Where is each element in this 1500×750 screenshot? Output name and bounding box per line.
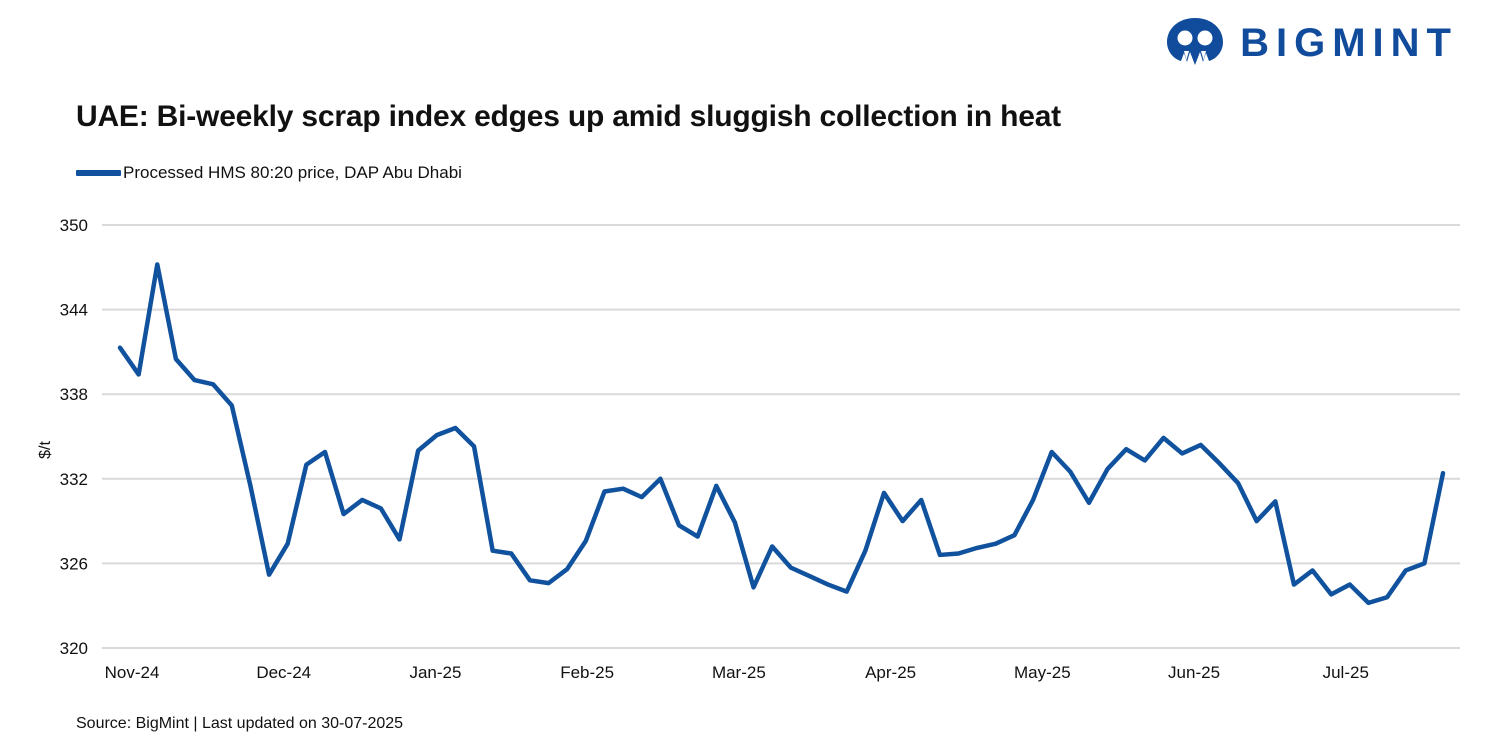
x-tick-label: Feb-25 <box>560 663 614 682</box>
y-tick-label: 326 <box>60 554 88 573</box>
x-tick-label: Apr-25 <box>865 663 916 682</box>
y-axis-tick-labels: 320 326 332 338 344 350 <box>60 216 88 658</box>
y-tick-label: 344 <box>60 301 88 320</box>
series-line-processed-hms <box>117 262 1446 606</box>
y-axis-title: $/t <box>37 441 54 459</box>
y-tick-label: 350 <box>60 216 88 235</box>
x-tick-label: Nov-24 <box>105 663 160 682</box>
gridlines <box>102 224 1460 649</box>
y-tick-label: 332 <box>60 470 88 489</box>
x-axis-tick-labels: Nov-24 Dec-24 Jan-25 Feb-25 Mar-25 Apr-25 May-… <box>105 663 1369 682</box>
x-tick-label: Mar-25 <box>712 663 766 682</box>
svg-text:$/t: $/t <box>37 441 54 459</box>
chart-legend: Processed HMS 80:20 price, DAP Abu Dhabi <box>76 163 462 183</box>
x-tick-label: Jun-25 <box>1168 663 1220 682</box>
chart-title: UAE: Bi-weekly scrap index edges up amid… <box>76 100 1061 133</box>
brand-header: BIGMINT <box>1164 16 1458 70</box>
bigmint-mascot-icon <box>1164 16 1226 70</box>
x-tick-label: May-25 <box>1014 663 1071 682</box>
y-tick-label: 338 <box>60 385 88 404</box>
source-note: Source: BigMint | Last updated on 30-07-… <box>76 715 404 732</box>
x-tick-label: Dec-24 <box>256 663 311 682</box>
x-tick-label: Jan-25 <box>409 663 461 682</box>
legend-line-swatch <box>76 170 121 176</box>
x-tick-label: Jul-25 <box>1323 663 1369 682</box>
y-tick-label: 320 <box>60 639 88 658</box>
legend-item-label: Processed HMS 80:20 price, DAP Abu Dhabi <box>123 163 462 182</box>
brand-wordmark: BIGMINT <box>1240 21 1458 65</box>
